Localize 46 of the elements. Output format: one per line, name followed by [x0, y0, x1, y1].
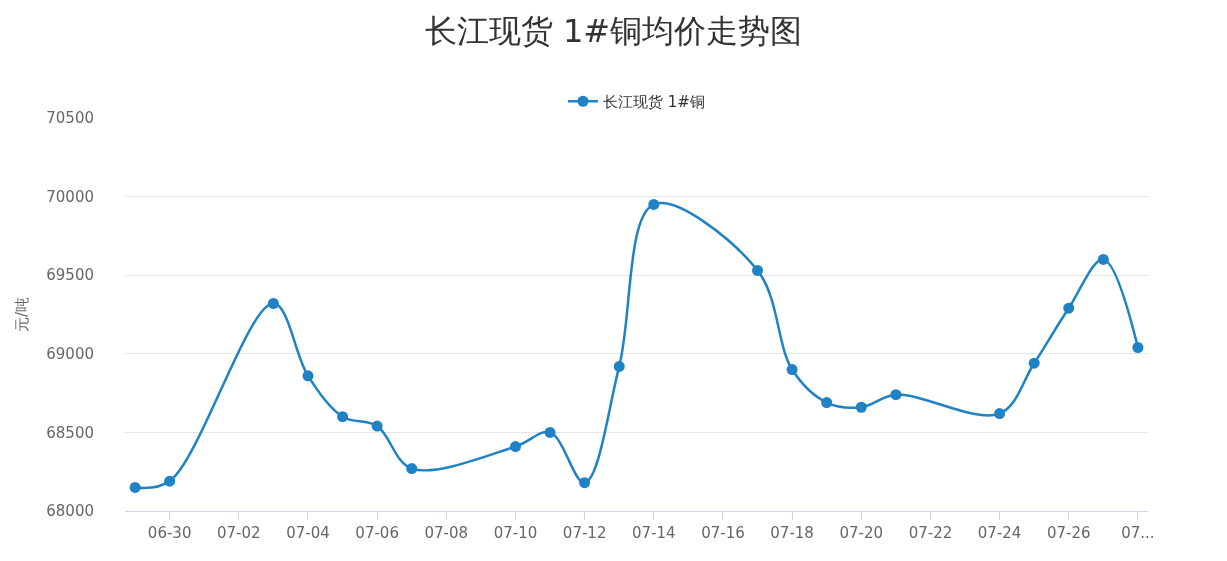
- point: [579, 477, 591, 489]
- y-tick-label: 68000: [46, 502, 94, 521]
- y-tick-label: 70500: [46, 109, 94, 128]
- x-tick-label: 07-16: [701, 524, 745, 542]
- y-axis-title: 元/吨: [12, 296, 31, 333]
- point: [648, 198, 660, 210]
- point: [406, 463, 418, 475]
- legend-label: 长江现货 1#铜: [603, 93, 705, 112]
- point: [855, 401, 867, 413]
- point: [164, 475, 176, 487]
- x-tick-label: 07-26: [1046, 524, 1091, 542]
- point: [544, 426, 556, 438]
- point: [752, 264, 764, 276]
- x-tick-label: 07-20: [839, 524, 884, 542]
- point: [1028, 357, 1040, 369]
- x-tick-label: 07-22: [908, 524, 953, 542]
- y-tick-label: 69000: [46, 345, 94, 364]
- x-tick-label: 07-10: [493, 524, 538, 542]
- x-tick-label: 07-04: [286, 524, 330, 542]
- point: [1097, 253, 1109, 265]
- x-tick-label: 07-12: [562, 524, 607, 542]
- point: [890, 389, 902, 401]
- y-tick-label: 68500: [46, 423, 94, 442]
- point: [371, 420, 383, 432]
- point: [509, 441, 521, 453]
- point: [786, 364, 798, 376]
- point: [337, 411, 349, 423]
- x-tick-label: 07-24: [977, 524, 1022, 542]
- y-tick-label: 69500: [46, 266, 94, 285]
- y-tick-label: 70000: [46, 187, 94, 206]
- point: [302, 370, 314, 382]
- x-tick-label: 07-06: [355, 524, 399, 542]
- point: [613, 360, 625, 372]
- point: [994, 408, 1006, 420]
- x-tick-label: 07-18: [770, 524, 814, 542]
- point: [129, 481, 141, 493]
- point: [267, 298, 279, 309]
- point: [1063, 302, 1075, 314]
- point: [1132, 342, 1144, 354]
- x-tick-label: 07-08: [424, 524, 469, 542]
- x-tick-label: 07-14: [631, 524, 676, 542]
- chart-title: 长江现货 1#铜均价走势图: [424, 12, 803, 51]
- x-tick-label: 07...: [1121, 524, 1155, 542]
- x-tick-label: 07-02: [217, 524, 261, 542]
- x-tick-label: 06-30: [147, 524, 192, 542]
- point: [821, 397, 833, 409]
